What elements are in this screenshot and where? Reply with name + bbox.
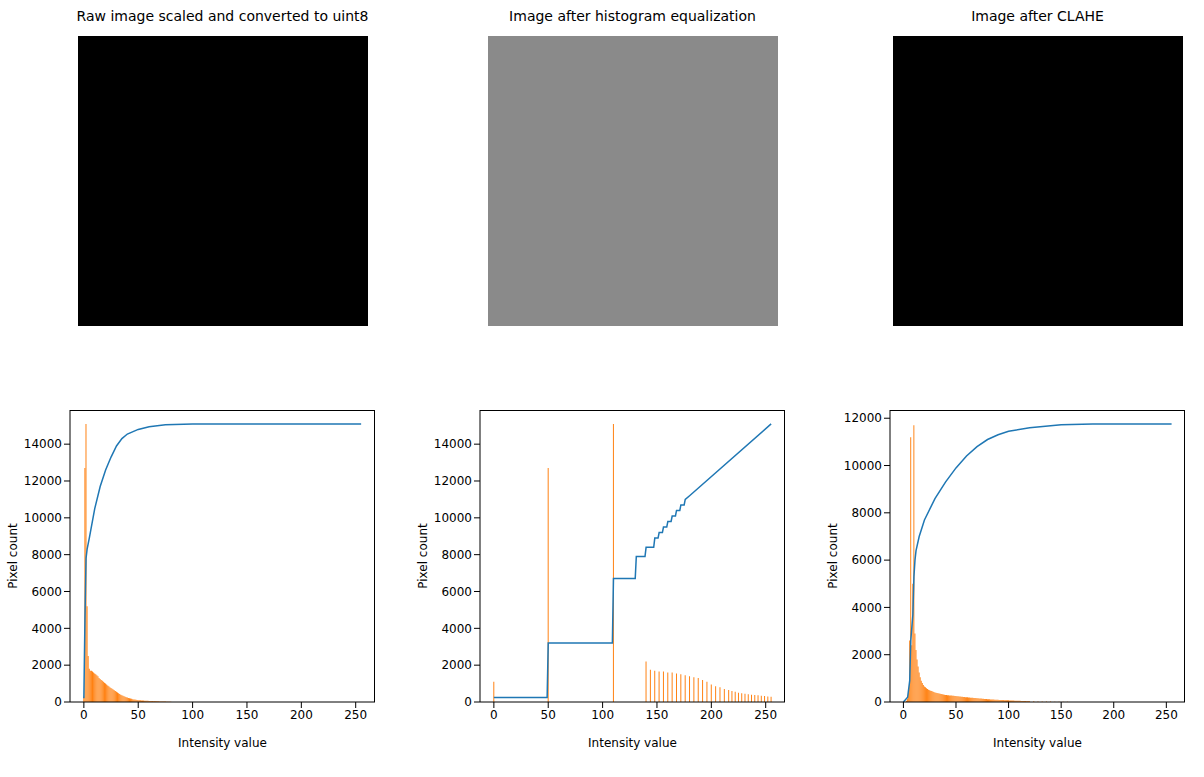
svg-text:50: 50 [541,708,556,722]
svg-text:0: 0 [490,708,498,722]
svg-text:14000: 14000 [24,437,62,451]
svg-text:8000: 8000 [31,548,62,562]
svg-text:8000: 8000 [851,506,882,520]
svg-text:150: 150 [646,708,669,722]
svg-text:6000: 6000 [441,585,472,599]
svg-text:50: 50 [131,708,146,722]
svg-text:Intensity value: Intensity value [178,736,267,750]
svg-text:150: 150 [1050,708,1073,722]
html-text:Raw image scaled and converted: Raw image scaled and converted to uint8 [76,8,369,24]
svg-text:Pixel count: Pixel count [416,523,430,589]
svg-text:4000: 4000 [851,601,882,615]
svg-text:4000: 4000 [441,622,472,636]
svg-text:Intensity value: Intensity value [993,736,1082,750]
svg-text:250: 250 [344,708,367,722]
svg-text:Pixel count: Pixel count [826,523,840,589]
svg-text:12000: 12000 [24,474,62,488]
svg-text:8000: 8000 [441,548,472,562]
svg-text:10000: 10000 [24,511,62,525]
svg-text:200: 200 [290,708,313,722]
svg-text:14000: 14000 [434,437,472,451]
svg-text:0: 0 [54,695,62,709]
svg-text:10000: 10000 [844,459,882,473]
svg-text:Intensity value: Intensity value [588,736,677,750]
svg-text:6000: 6000 [31,585,62,599]
svg-text:12000: 12000 [434,474,472,488]
svg-text:0: 0 [874,695,882,709]
html-text:Image after CLAHE: Image after CLAHE [971,8,1104,24]
svg-text:0: 0 [900,708,908,722]
svg-text:100: 100 [591,708,614,722]
svg-text:10000: 10000 [434,511,472,525]
svg-text:12000: 12000 [844,411,882,425]
svg-text:2000: 2000 [851,648,882,662]
svg-text:Pixel count: Pixel count [6,523,20,589]
svg-text:4000: 4000 [31,622,62,636]
svg-text:2000: 2000 [441,658,472,672]
svg-text:6000: 6000 [851,553,882,567]
svg-text:0: 0 [80,708,88,722]
svg-text:200: 200 [1102,708,1125,722]
svg-text:100: 100 [997,708,1020,722]
html-text:Image after histogram equaliza: Image after histogram equalization [509,8,756,24]
svg-text:200: 200 [700,708,723,722]
svg-text:250: 250 [754,708,777,722]
svg-text:250: 250 [1155,708,1178,722]
svg-text:50: 50 [948,708,963,722]
svg-text:100: 100 [181,708,204,722]
svg-text:0: 0 [464,695,472,709]
svg-text:2000: 2000 [31,658,62,672]
svg-text:150: 150 [236,708,259,722]
